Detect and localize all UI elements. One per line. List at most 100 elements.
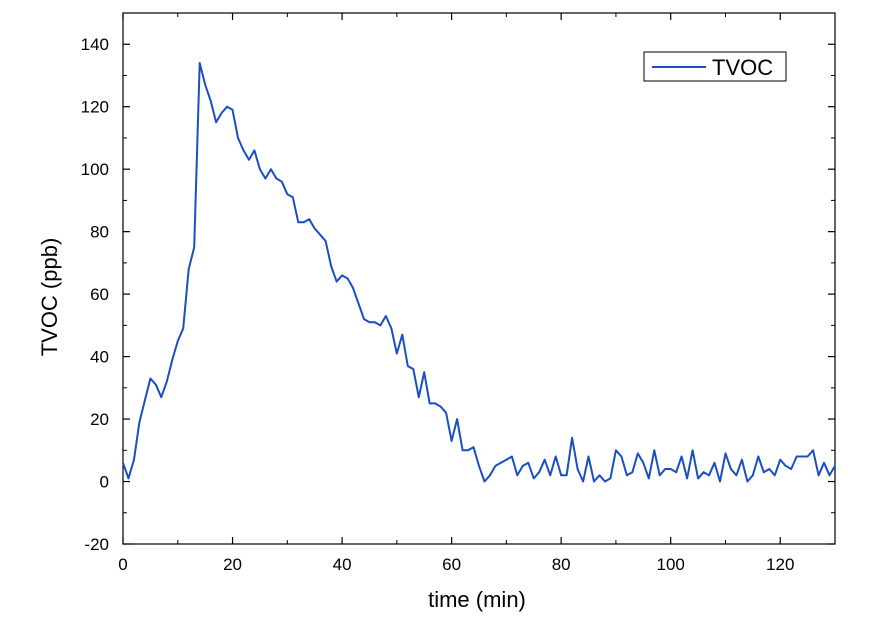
data-point [385, 315, 387, 317]
data-point [472, 446, 475, 448]
x-axis: 0 20 40 60 80 100 120 [118, 13, 794, 574]
data-point [719, 480, 721, 483]
data-point [264, 177, 267, 180]
data-point [291, 196, 294, 199]
data-point [412, 368, 415, 370]
data-point [752, 474, 754, 477]
x-tick-label: 0 [118, 555, 127, 574]
data-point [166, 380, 168, 383]
y-tick-label: 80 [90, 223, 109, 242]
data-point [275, 177, 278, 180]
data-point [494, 465, 497, 467]
data-point [308, 218, 311, 220]
data-point [313, 227, 316, 230]
data-point [171, 358, 174, 361]
data-point [806, 455, 809, 458]
data-point [363, 318, 365, 320]
data-point [768, 468, 771, 470]
y-axis-title: TVOC (ppb) [37, 238, 62, 357]
data-point [127, 477, 130, 480]
data-point [198, 62, 201, 64]
plot-frame [122, 12, 836, 545]
data-point [582, 480, 584, 483]
data-point [554, 455, 557, 458]
data-point [801, 455, 803, 458]
data-point [817, 474, 820, 477]
data-point [500, 461, 502, 464]
data-point [324, 240, 327, 242]
data-point [664, 468, 667, 470]
data-point [713, 461, 716, 464]
data-point [626, 474, 628, 477]
data-point [155, 383, 157, 386]
data-point [182, 327, 185, 330]
data-points [122, 62, 836, 483]
data-point [702, 471, 705, 473]
data-point [220, 112, 223, 114]
data-point [352, 287, 354, 289]
data-point [708, 474, 710, 477]
data-point [647, 477, 650, 480]
data-point [434, 402, 436, 405]
series-line-tvoc [122, 62, 836, 483]
data-point [658, 474, 661, 477]
data-point [790, 468, 792, 470]
data-point [675, 471, 677, 473]
data-point [407, 365, 409, 367]
data-point [297, 221, 300, 224]
y-tick-label: 120 [81, 98, 109, 117]
data-point [445, 412, 447, 414]
data-point [784, 465, 787, 467]
data-point [532, 477, 535, 480]
legend-label-tvoc: TVOC [712, 55, 773, 80]
data-point [511, 455, 513, 458]
data-point [270, 168, 272, 170]
data-point [516, 474, 519, 477]
data-point [746, 480, 749, 483]
data-point [571, 437, 573, 439]
data-point [346, 277, 349, 280]
data-point [319, 233, 321, 236]
y-tick-label: 60 [90, 285, 109, 304]
data-point [757, 455, 760, 458]
data-point [763, 471, 765, 473]
data-point [357, 302, 360, 305]
data-point [615, 449, 617, 452]
data-point [620, 455, 623, 458]
data-point [609, 477, 612, 480]
data-point [587, 455, 590, 458]
y-tick-label: 20 [90, 410, 109, 429]
data-point [248, 159, 250, 161]
data-point [686, 477, 688, 480]
data-point [697, 477, 699, 480]
data-point [576, 468, 579, 470]
data-point [489, 474, 491, 477]
data-point [598, 474, 601, 477]
data-point [795, 455, 798, 458]
data-point [735, 474, 738, 477]
data-point [187, 268, 190, 270]
data-point [281, 180, 283, 183]
data-point [423, 371, 426, 374]
legend: TVOC [643, 51, 787, 82]
data-point [560, 474, 562, 477]
data-point [253, 149, 256, 152]
data-point [396, 352, 398, 355]
data-point [527, 461, 530, 464]
x-tick-label: 20 [223, 555, 242, 574]
data-point [226, 105, 228, 108]
data-point [642, 461, 645, 464]
data-point [149, 377, 152, 380]
data-point [828, 474, 831, 477]
data-point [730, 468, 732, 470]
data-point [242, 149, 245, 152]
data-point [439, 405, 442, 408]
data-point [538, 471, 541, 473]
x-tick-label: 80 [552, 555, 571, 574]
x-axis-title: time (min) [428, 587, 526, 612]
data-point [680, 455, 683, 458]
y-tick-label: -20 [84, 535, 109, 554]
x-tick-label: 40 [333, 555, 352, 574]
data-point [330, 265, 332, 267]
data-point [176, 340, 179, 342]
